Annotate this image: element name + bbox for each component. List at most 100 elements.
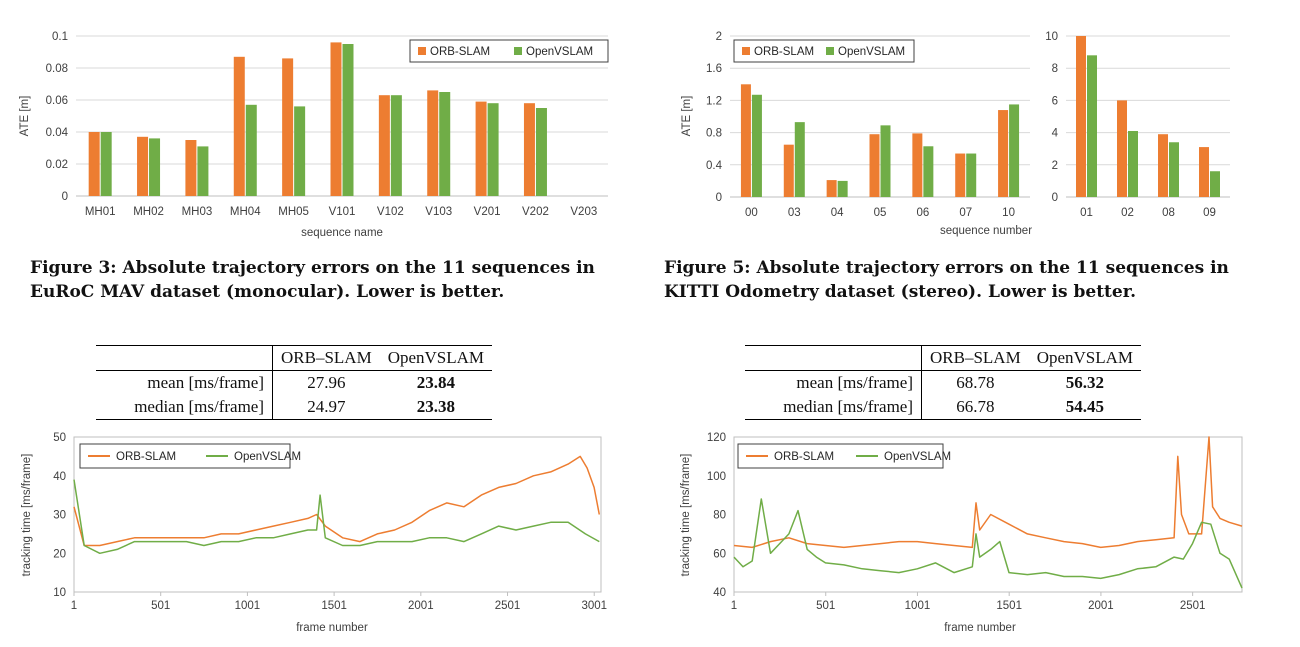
kitti-tracking-table: ORB–SLAM OpenVSLAM mean [ms/frame] 68.78… [745,345,1142,420]
bar-orb-slam [869,134,880,197]
x-axis-label: sequence number [940,225,1032,237]
x-tick-label: MH04 [230,206,261,218]
x-axis-label: frame number [296,622,368,634]
legend-label: OpenVSLAM [526,46,593,58]
bar-orb-slam [955,153,966,197]
figure-3-caption: Figure 3: Absolute trajectory errors on … [30,258,595,302]
legend-box [737,443,944,469]
x-tick-label: 09 [1203,207,1216,219]
x-tick-label: MH05 [278,206,309,218]
plot-frame [73,436,602,593]
x-tick-label: 3001 [581,600,607,612]
y-tick-label: 2 [1052,160,1058,172]
bar-orb-slam [826,180,837,197]
bar-chart-0: 0 0.02 0.04 0.06 0.08 0.1 MH01 MH02 MH03 MH04 MH05… [19,31,609,239]
bar-orb-slam [233,56,245,196]
bar-openvslam [100,132,112,196]
bar-openvslam [390,95,402,196]
x-tick-label: MH02 [133,206,164,218]
x-tick-label: 10 [1002,207,1015,219]
x-tick-label: 06 [916,207,929,219]
legend-label: ORB-SLAM [430,46,490,58]
bar-openvslam [923,146,934,197]
bar-orb-slam [1076,36,1086,197]
legend-swatch-open [514,47,522,55]
row-label-mean: mean [ms/frame] [96,370,273,395]
x-axis-label: sequence name [301,227,383,239]
bar-openvslam [880,125,891,197]
y-tick-label: 0.08 [46,63,68,75]
y-tick-label: 0.06 [46,95,68,107]
bar-openvslam [751,94,762,197]
bar-openvslam [1009,104,1020,197]
cell-orb-mean: 27.96 [307,373,346,392]
x-tick-label: 1001 [905,600,931,612]
x-tick-label: 1501 [321,600,347,612]
x-tick-label: 1501 [996,600,1022,612]
plot-frame [733,436,1243,593]
x-tick-label: 08 [1162,207,1175,219]
x-tick-label: 2501 [495,600,521,612]
x-tick-label: V203 [570,206,597,218]
row-label-median: median [ms/frame] [745,395,922,420]
y-tick-label: 0.04 [46,127,69,139]
bar-openvslam [1128,130,1138,197]
legend-swatch-orb [742,47,750,55]
x-tick-label: 1001 [235,600,261,612]
series-line-orb-slam [733,436,1243,549]
bar-openvslam [197,146,209,196]
x-tick-label: 01 [1080,207,1093,219]
y-tick-label: 0.8 [706,128,722,140]
bar-orb-slam [1199,147,1209,197]
x-tick-label: 05 [874,207,887,219]
bar-openvslam [1087,55,1097,197]
table-header-orb: ORB–SLAM [921,345,1029,371]
bar-orb-slam [912,133,923,197]
bar-orb-slam [88,132,100,196]
y-tick-label: 60 [713,548,726,560]
y-tick-label: 1.6 [706,63,722,75]
x-tick-label: V202 [522,206,549,218]
bar-openvslam [837,180,848,197]
y-tick-label: 40 [713,587,726,599]
legend-label: ORB-SLAM [774,451,834,463]
bar-orb-slam [740,84,751,197]
y-tick-label: 4 [1052,128,1059,140]
bar-openvslam [487,103,499,196]
y-axis-label: ATE [m] [681,96,693,137]
y-tick-label: 6 [1052,95,1058,107]
x-tick-label: 2501 [1180,600,1206,612]
y-axis-label: tracking time [ms/frame] [21,454,33,577]
bar-orb-slam [998,110,1009,197]
bar-orb-slam [475,101,487,196]
cell-open-mean: 23.84 [416,373,455,392]
y-tick-label: 30 [53,510,66,522]
y-tick-label: 40 [53,471,66,483]
x-tick-label: 2001 [408,600,434,612]
bar-openvslam [342,44,354,196]
table-header-orb: ORB–SLAM [272,345,380,371]
cell-orb-median: 66.78 [921,395,1029,420]
legend-label: OpenVSLAM [234,451,301,463]
x-tick-label: 1 [71,600,77,612]
x-tick-label: MH01 [85,206,116,218]
table-header-open: OpenVSLAM [1028,345,1142,371]
y-tick-label: 0 [1052,192,1058,204]
cell-open-median: 23.38 [379,395,493,420]
y-tick-label: 0 [62,191,68,203]
legend-label: ORB-SLAM [116,451,176,463]
x-tick-label: 501 [816,600,835,612]
row-label-mean: mean [ms/frame] [745,370,922,395]
bar-openvslam [1210,171,1220,197]
legend-label: ORB-SLAM [754,46,814,58]
legend-swatch-open [826,47,834,55]
legend-box [733,39,915,63]
bar-orb-slam [330,42,342,197]
x-tick-label: 1 [731,600,737,612]
legend-box [79,443,291,469]
bar-orb-slam [1117,100,1127,197]
x-tick-label: V103 [425,206,452,218]
